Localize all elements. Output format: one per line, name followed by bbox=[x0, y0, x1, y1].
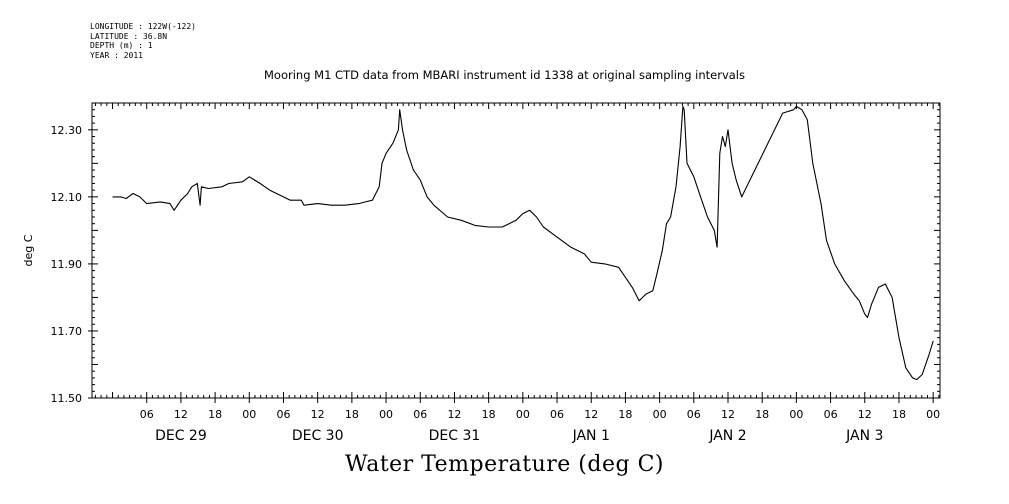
x-day-label: JAN 3 bbox=[845, 428, 883, 444]
x-tick-label: 06 bbox=[140, 408, 154, 421]
x-day-label: JAN 2 bbox=[708, 428, 746, 444]
x-axis-title: Water Temperature (deg C) bbox=[345, 452, 664, 477]
x-day-label: DEC 30 bbox=[292, 428, 344, 444]
y-tick-label: 11.90 bbox=[51, 258, 83, 271]
x-tick-label: 18 bbox=[208, 408, 222, 421]
y-tick-label: 12.30 bbox=[51, 124, 83, 137]
x-tick-label: 00 bbox=[789, 408, 803, 421]
x-tick-label: 06 bbox=[550, 408, 564, 421]
x-tick-label: 06 bbox=[824, 408, 838, 421]
longitude-text: LONGITUDE : 122W(-122) bbox=[90, 22, 196, 31]
x-tick-label: 06 bbox=[687, 408, 701, 421]
x-tick-label: 18 bbox=[892, 408, 906, 421]
x-tick-label: 18 bbox=[482, 408, 496, 421]
y-axis-label: deg C bbox=[22, 234, 35, 266]
x-tick-label: 00 bbox=[379, 408, 393, 421]
x-tick-label: 12 bbox=[447, 408, 461, 421]
x-tick-label: 12 bbox=[584, 408, 598, 421]
x-tick-label: 12 bbox=[721, 408, 735, 421]
y-tick-label: 11.70 bbox=[51, 325, 83, 338]
depth-text: DEPTH (m) : 1 bbox=[90, 41, 153, 50]
x-tick-label: 06 bbox=[413, 408, 427, 421]
x-day-label: DEC 31 bbox=[429, 428, 481, 444]
x-day-label: JAN 1 bbox=[572, 428, 610, 444]
x-tick-label: 12 bbox=[174, 408, 188, 421]
x-tick-label: 00 bbox=[926, 408, 940, 421]
plot-frame bbox=[91, 102, 941, 399]
x-tick-label: 00 bbox=[653, 408, 667, 421]
x-tick-label: 18 bbox=[345, 408, 359, 421]
chart-title: Mooring M1 CTD data from MBARI instrumen… bbox=[264, 68, 745, 82]
x-tick-label: 18 bbox=[618, 408, 632, 421]
y-tick-label: 11.50 bbox=[51, 392, 83, 405]
x-tick-label: 12 bbox=[311, 408, 325, 421]
metadata-block: LONGITUDE : 122W(-122) LATITUDE : 36.8N … bbox=[90, 22, 196, 60]
year-text: YEAR : 2011 bbox=[90, 50, 143, 60]
x-tick-label: 00 bbox=[516, 408, 530, 421]
x-tick-label: 18 bbox=[755, 408, 769, 421]
x-tick-label: 12 bbox=[858, 408, 872, 421]
latitude-text: LATITUDE : 36.8N bbox=[90, 31, 168, 41]
x-tick-label: 06 bbox=[276, 408, 290, 421]
temperature-series-line bbox=[112, 105, 934, 381]
x-tick-label: 00 bbox=[242, 408, 256, 421]
y-tick-label: 12.10 bbox=[51, 191, 83, 204]
x-day-label: DEC 29 bbox=[155, 428, 207, 444]
